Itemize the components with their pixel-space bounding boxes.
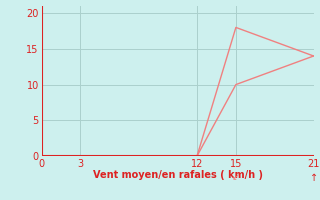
Text: ↑: ↑: [309, 173, 318, 183]
Text: ↙: ↙: [232, 173, 240, 183]
X-axis label: Vent moyen/en rafales ( km/h ): Vent moyen/en rafales ( km/h ): [92, 170, 263, 180]
